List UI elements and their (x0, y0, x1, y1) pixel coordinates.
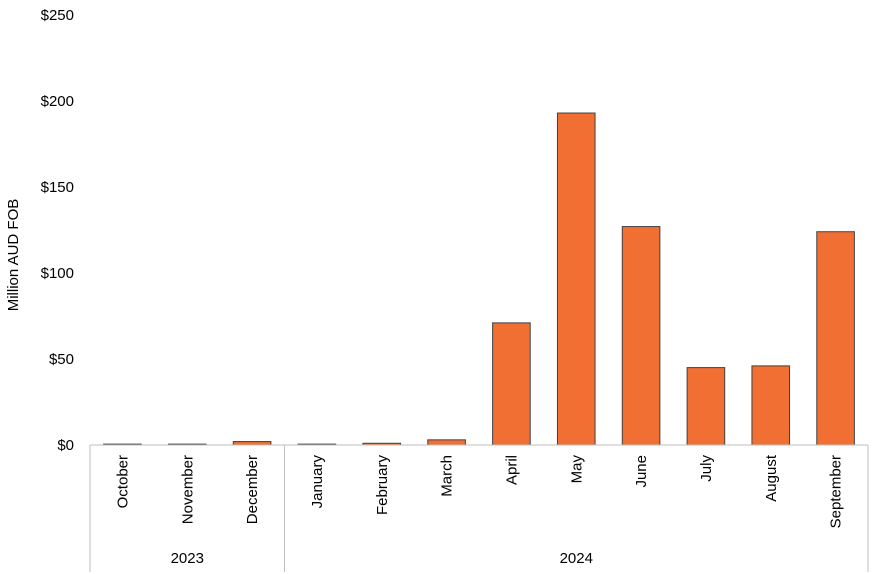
x-tick-label: October (114, 455, 131, 508)
bar-april (492, 322, 531, 446)
y-tick-label: $50 (49, 351, 74, 368)
x-tick-label: March (439, 455, 456, 497)
bar-july (686, 367, 726, 446)
y-tick-label: $250 (41, 7, 74, 24)
x-tick-label: August (763, 454, 780, 502)
bars (103, 112, 855, 446)
y-tick-label: $100 (41, 265, 74, 282)
x-tick-label: April (503, 455, 520, 485)
x-tick-label: February (374, 455, 391, 516)
y-tick-label: $200 (41, 93, 74, 110)
x-tick-label: June (633, 455, 650, 488)
group-label: 2024 (560, 550, 593, 567)
x-axis: October November December January February Ma… (89, 444, 869, 572)
bar-may (556, 112, 596, 446)
y-tick-label: $0 (57, 437, 74, 454)
x-tick-label: September (828, 455, 845, 528)
x-tick-label: November (179, 455, 196, 524)
bar-september (816, 231, 855, 446)
bar-march (427, 439, 466, 446)
bar-june (621, 226, 661, 446)
y-axis-label: Million AUD FOB (5, 199, 22, 312)
bar-december (232, 441, 272, 446)
bar-august (751, 365, 791, 446)
y-axis: $0 $50 $100 $150 $200 $250 (41, 7, 74, 454)
y-tick-label: $150 (41, 179, 74, 196)
x-tick-label: December (244, 455, 261, 524)
x-tick-label: January (309, 455, 326, 509)
x-tick-label: July (698, 455, 715, 482)
x-tick-label: May (568, 455, 585, 484)
group-label: 2023 (171, 550, 204, 567)
